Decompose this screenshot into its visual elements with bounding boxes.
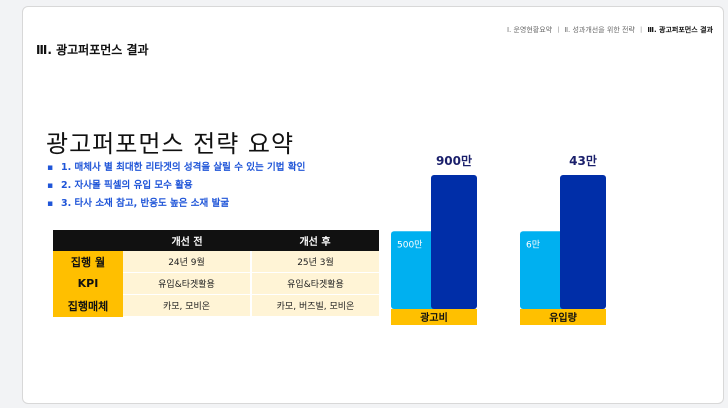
breadcrumb-item[interactable]: Ⅰ. 운영현황요약 (506, 26, 553, 34)
cell-before: 카모, 모비온 (123, 294, 251, 317)
data-label-after: 900만 (436, 153, 472, 168)
category-label: 광고비 (420, 311, 448, 324)
table-header-blank (53, 230, 123, 251)
bullet-text: 3. 타사 소재 참고, 반응도 높은 소재 발굴 (61, 198, 230, 209)
section-title: Ⅲ. 광고퍼포먼스 결과 (36, 43, 149, 57)
breadcrumb-separator: ㅣ (637, 26, 645, 34)
category-label: 유입량 (549, 311, 577, 324)
cell-after: 카모, 버즈빌, 모비온 (250, 294, 379, 317)
table-header-row: 개선 전 개선 후 (53, 230, 379, 251)
row-label: KPI (53, 272, 123, 295)
cell-before: 24년 9월 (123, 251, 251, 273)
data-label-after: 43만 (569, 153, 597, 168)
bullet-marker-icon: ▪ (47, 181, 54, 191)
table-header-after: 개선 후 (251, 230, 379, 251)
table-row: 집행 월 24년 9월 25년 3월 (53, 251, 379, 273)
bar-after (560, 175, 606, 309)
bar-before (391, 231, 437, 309)
cell-after: 유입&타겟활용 (250, 272, 379, 295)
category-label-box (520, 309, 606, 325)
row-label: 집행매체 (53, 294, 123, 317)
cell-before: 유입&타겟활용 (123, 272, 251, 295)
breadcrumb-item-active[interactable]: Ⅲ. 광고퍼포먼스 결과 (647, 26, 713, 34)
table-header-before: 개선 전 (123, 230, 251, 251)
breadcrumb: Ⅰ. 운영현황요약 ㅣ Ⅱ. 성과개선을 위한 전략 ㅣ Ⅲ. 광고퍼포먼스 결과 (507, 25, 713, 35)
bullet-item: ▪ 3. 타사 소재 참고, 반응도 높은 소재 발굴 (47, 195, 305, 213)
bullet-marker-icon: ▪ (47, 163, 54, 173)
bullet-text: 1. 매체사 별 최대한 리타겟의 성격을 살릴 수 있는 기법 확인 (61, 162, 306, 173)
row-label: 집행 월 (53, 251, 123, 273)
breadcrumb-separator: ㅣ (555, 26, 562, 34)
cell-after: 25년 3월 (250, 251, 379, 273)
table-row: 집행매체 카모, 모비온 카모, 버즈빌, 모비온 (53, 294, 379, 317)
page-title: 광고퍼포먼스 전략 요약 (46, 130, 295, 158)
data-label-before: 500만 (397, 239, 422, 250)
comparison-table: 개선 전 개선 후 집행 월 24년 9월 25년 3월 KPI 유입&타겟활용… (53, 230, 379, 317)
category-label-box (391, 309, 477, 325)
bar-after (431, 175, 477, 309)
table-row: KPI 유입&타겟활용 유입&타겟활용 (53, 272, 379, 295)
bar-before (520, 231, 566, 309)
breadcrumb-item[interactable]: Ⅱ. 성과개선을 위한 전략 (564, 26, 635, 34)
bullet-marker-icon: ▪ (47, 199, 54, 209)
bullet-item: ▪ 1. 매체사 별 최대한 리타겟의 성격을 살릴 수 있는 기법 확인 (47, 159, 305, 177)
bullet-item: ▪ 2. 자사몰 픽셀의 유입 모수 활용 (47, 177, 305, 195)
data-label-before: 6만 (526, 239, 540, 250)
strategy-bullet-list: ▪ 1. 매체사 별 최대한 리타겟의 성격을 살릴 수 있는 기법 확인 ▪ 2.… (47, 159, 305, 213)
bullet-text: 2. 자사몰 픽셀의 유입 모수 활용 (61, 180, 193, 191)
slide: Ⅰ. 운영현황요약 ㅣ Ⅱ. 성과개선을 위한 전략 ㅣ Ⅲ. 광고퍼포먼스 결과 Ⅲ.… (22, 6, 724, 404)
